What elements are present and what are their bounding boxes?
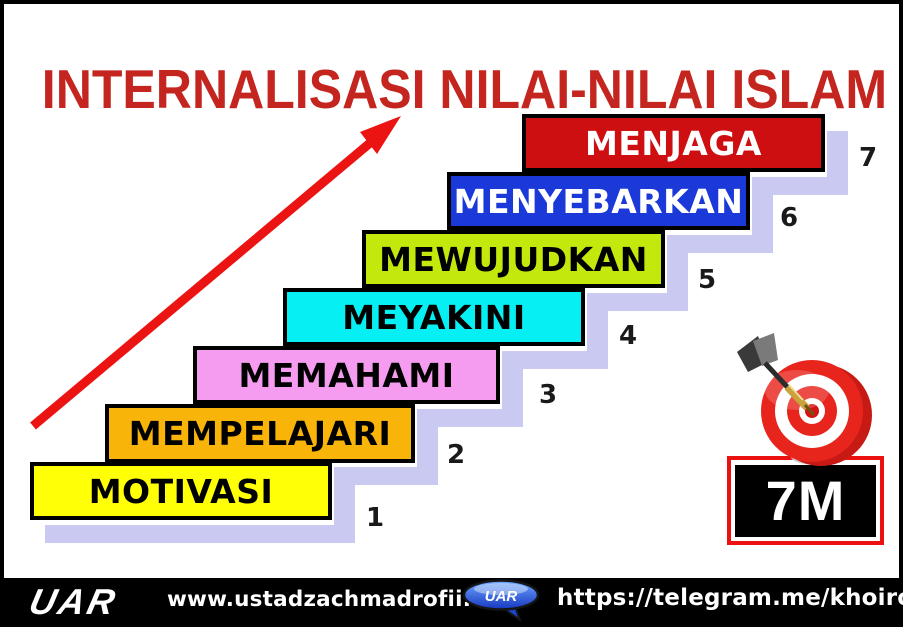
7m-badge-frame: 7M: [727, 456, 884, 545]
uar-logo: UAR: [25, 581, 122, 622]
website-url: www.ustadzachmadrofii.com: [167, 587, 522, 612]
step-number-5: 5: [697, 265, 717, 295]
telegram-url: https://telegram.me/khoiroummah: [557, 585, 909, 611]
bubble-label: UAR: [485, 588, 518, 605]
step-menyebarkan: MENYEBARKAN: [447, 172, 750, 230]
step-number-2: 2: [446, 440, 466, 470]
step-number-7: 7: [858, 143, 878, 173]
uar-speech-bubble-icon: UAR: [462, 579, 540, 623]
step-label: MEMPELAJARI: [128, 414, 392, 453]
step-memahami: MEMAHAMI: [193, 346, 500, 404]
step-number-3: 3: [538, 380, 558, 410]
step-label: MOTIVASI: [88, 471, 274, 511]
step-mewujudkan: MEWUJUDKAN: [362, 230, 665, 288]
step-mempelajari: MEMPELAJARI: [105, 404, 415, 463]
bubble-body: [462, 579, 540, 611]
page-title: INTERNALISASI NILAI-NILAI ISLAM: [41, 57, 888, 120]
footer-bar: [0, 578, 903, 627]
step-motivasi: MOTIVASI: [30, 462, 332, 520]
step-menjaga: MENJAGA: [522, 114, 825, 172]
step-label: MEYAKINI: [342, 297, 526, 337]
step-label: MENYEBARKAN: [453, 181, 744, 221]
step-label: MENJAGA: [585, 123, 762, 163]
step-number-1: 1: [365, 503, 385, 533]
step-meyakini: MEYAKINI: [283, 288, 585, 346]
step-label: MEWUJUDKAN: [379, 239, 648, 279]
7m-badge: 7M: [735, 464, 876, 537]
bubble-highlight: [474, 583, 528, 595]
step-number-4: 4: [618, 321, 638, 351]
step-label: MEMAHAMI: [238, 355, 455, 395]
step-number-6: 6: [779, 203, 799, 233]
